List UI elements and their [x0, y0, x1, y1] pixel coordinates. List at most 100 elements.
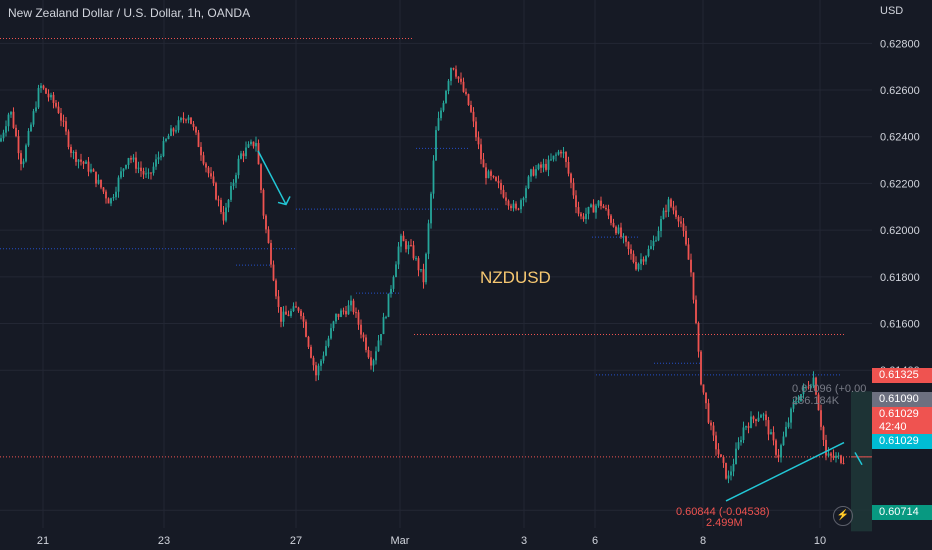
candle-body	[185, 119, 187, 121]
candle-body	[575, 195, 577, 208]
candle-body	[347, 305, 350, 315]
candle-body	[285, 311, 287, 315]
candle-body	[5, 126, 7, 133]
candle-body	[212, 176, 215, 184]
candle-body	[430, 193, 432, 224]
candle-body	[822, 426, 825, 440]
candle-body	[402, 235, 405, 242]
candle-body	[787, 422, 790, 427]
candle-body	[162, 141, 165, 157]
candle-body	[155, 159, 157, 167]
candle-body	[545, 163, 547, 170]
candle-body	[600, 200, 602, 206]
candle-body	[12, 111, 15, 128]
x-tick-label: Mar	[391, 535, 410, 547]
candle-body	[237, 158, 240, 176]
candle-body	[842, 463, 845, 465]
candle-body	[295, 306, 297, 308]
candle-body	[107, 198, 110, 204]
lightning-icon[interactable]: ⚡	[833, 506, 853, 526]
candle-body	[622, 236, 625, 238]
candle-body	[320, 360, 322, 366]
candle-body	[602, 205, 605, 208]
candle-body	[547, 159, 550, 170]
candle-body	[240, 153, 242, 159]
candle-body	[322, 355, 325, 361]
candle-body	[497, 180, 500, 183]
x-tick-label: 21	[37, 535, 49, 547]
candle-body	[225, 207, 227, 221]
candle-body	[727, 475, 730, 479]
candle-body	[692, 272, 695, 300]
candle-body	[790, 408, 792, 423]
candle-body	[655, 240, 657, 242]
candle-body	[302, 316, 305, 322]
x-tick-label: 3	[521, 535, 527, 547]
candle-body	[457, 76, 460, 79]
x-tick-label: 8	[700, 535, 706, 547]
candle-body	[760, 415, 762, 418]
low-volume-label: 2.499M	[706, 517, 743, 529]
candle-body	[840, 455, 842, 464]
candle-body	[537, 164, 540, 170]
candle-body	[277, 296, 280, 307]
candle-body	[770, 432, 772, 435]
candle-body	[797, 400, 800, 402]
candle-body	[540, 164, 542, 168]
projection-box	[851, 391, 872, 532]
candle-body	[55, 102, 57, 107]
candle-body	[635, 261, 637, 270]
candle-body	[202, 155, 205, 164]
candle-body	[412, 245, 415, 259]
candle-body	[217, 199, 220, 201]
candle-body	[207, 167, 210, 174]
candle-body	[395, 264, 397, 278]
candle-body	[325, 346, 327, 356]
candle-body	[657, 230, 660, 241]
candle-body	[422, 269, 425, 283]
candle-body	[32, 111, 35, 125]
candle-body	[290, 311, 292, 316]
candle-body	[247, 144, 250, 148]
candle-body	[427, 223, 430, 254]
candle-body	[85, 161, 87, 164]
candle-body	[617, 227, 620, 234]
candle-body	[485, 167, 487, 179]
candle-body	[140, 167, 142, 172]
candle-body	[367, 349, 370, 358]
candle-body	[227, 199, 230, 208]
candle-body	[65, 121, 67, 132]
candle-body	[92, 169, 95, 172]
candle-body	[190, 117, 192, 124]
candle-body	[492, 175, 495, 178]
candle-body	[442, 102, 445, 111]
candle-body	[447, 80, 450, 91]
candle-body	[287, 314, 290, 316]
candle-body	[372, 360, 375, 366]
candle-body	[167, 135, 170, 140]
candle-body	[335, 313, 337, 322]
trend-line	[725, 441, 845, 502]
candle-body	[272, 264, 275, 281]
candle-body	[605, 207, 607, 210]
symbol-watermark: NZDUSD	[480, 268, 551, 287]
candle-body	[837, 455, 840, 457]
candle-body	[327, 338, 330, 347]
candle-body	[390, 288, 392, 294]
candle-body	[780, 445, 782, 458]
candle-body	[665, 210, 667, 212]
candle-body	[425, 253, 427, 283]
candle-body	[110, 198, 112, 204]
candle-body	[715, 435, 717, 450]
candle-body	[637, 263, 640, 270]
candle-body	[175, 130, 177, 132]
candle-body	[317, 365, 320, 376]
candle-body	[722, 456, 725, 463]
candle-body	[262, 189, 265, 216]
candle-body	[310, 346, 312, 358]
candle-body	[37, 87, 40, 108]
candle-body	[577, 207, 580, 214]
candle-body	[57, 106, 60, 114]
